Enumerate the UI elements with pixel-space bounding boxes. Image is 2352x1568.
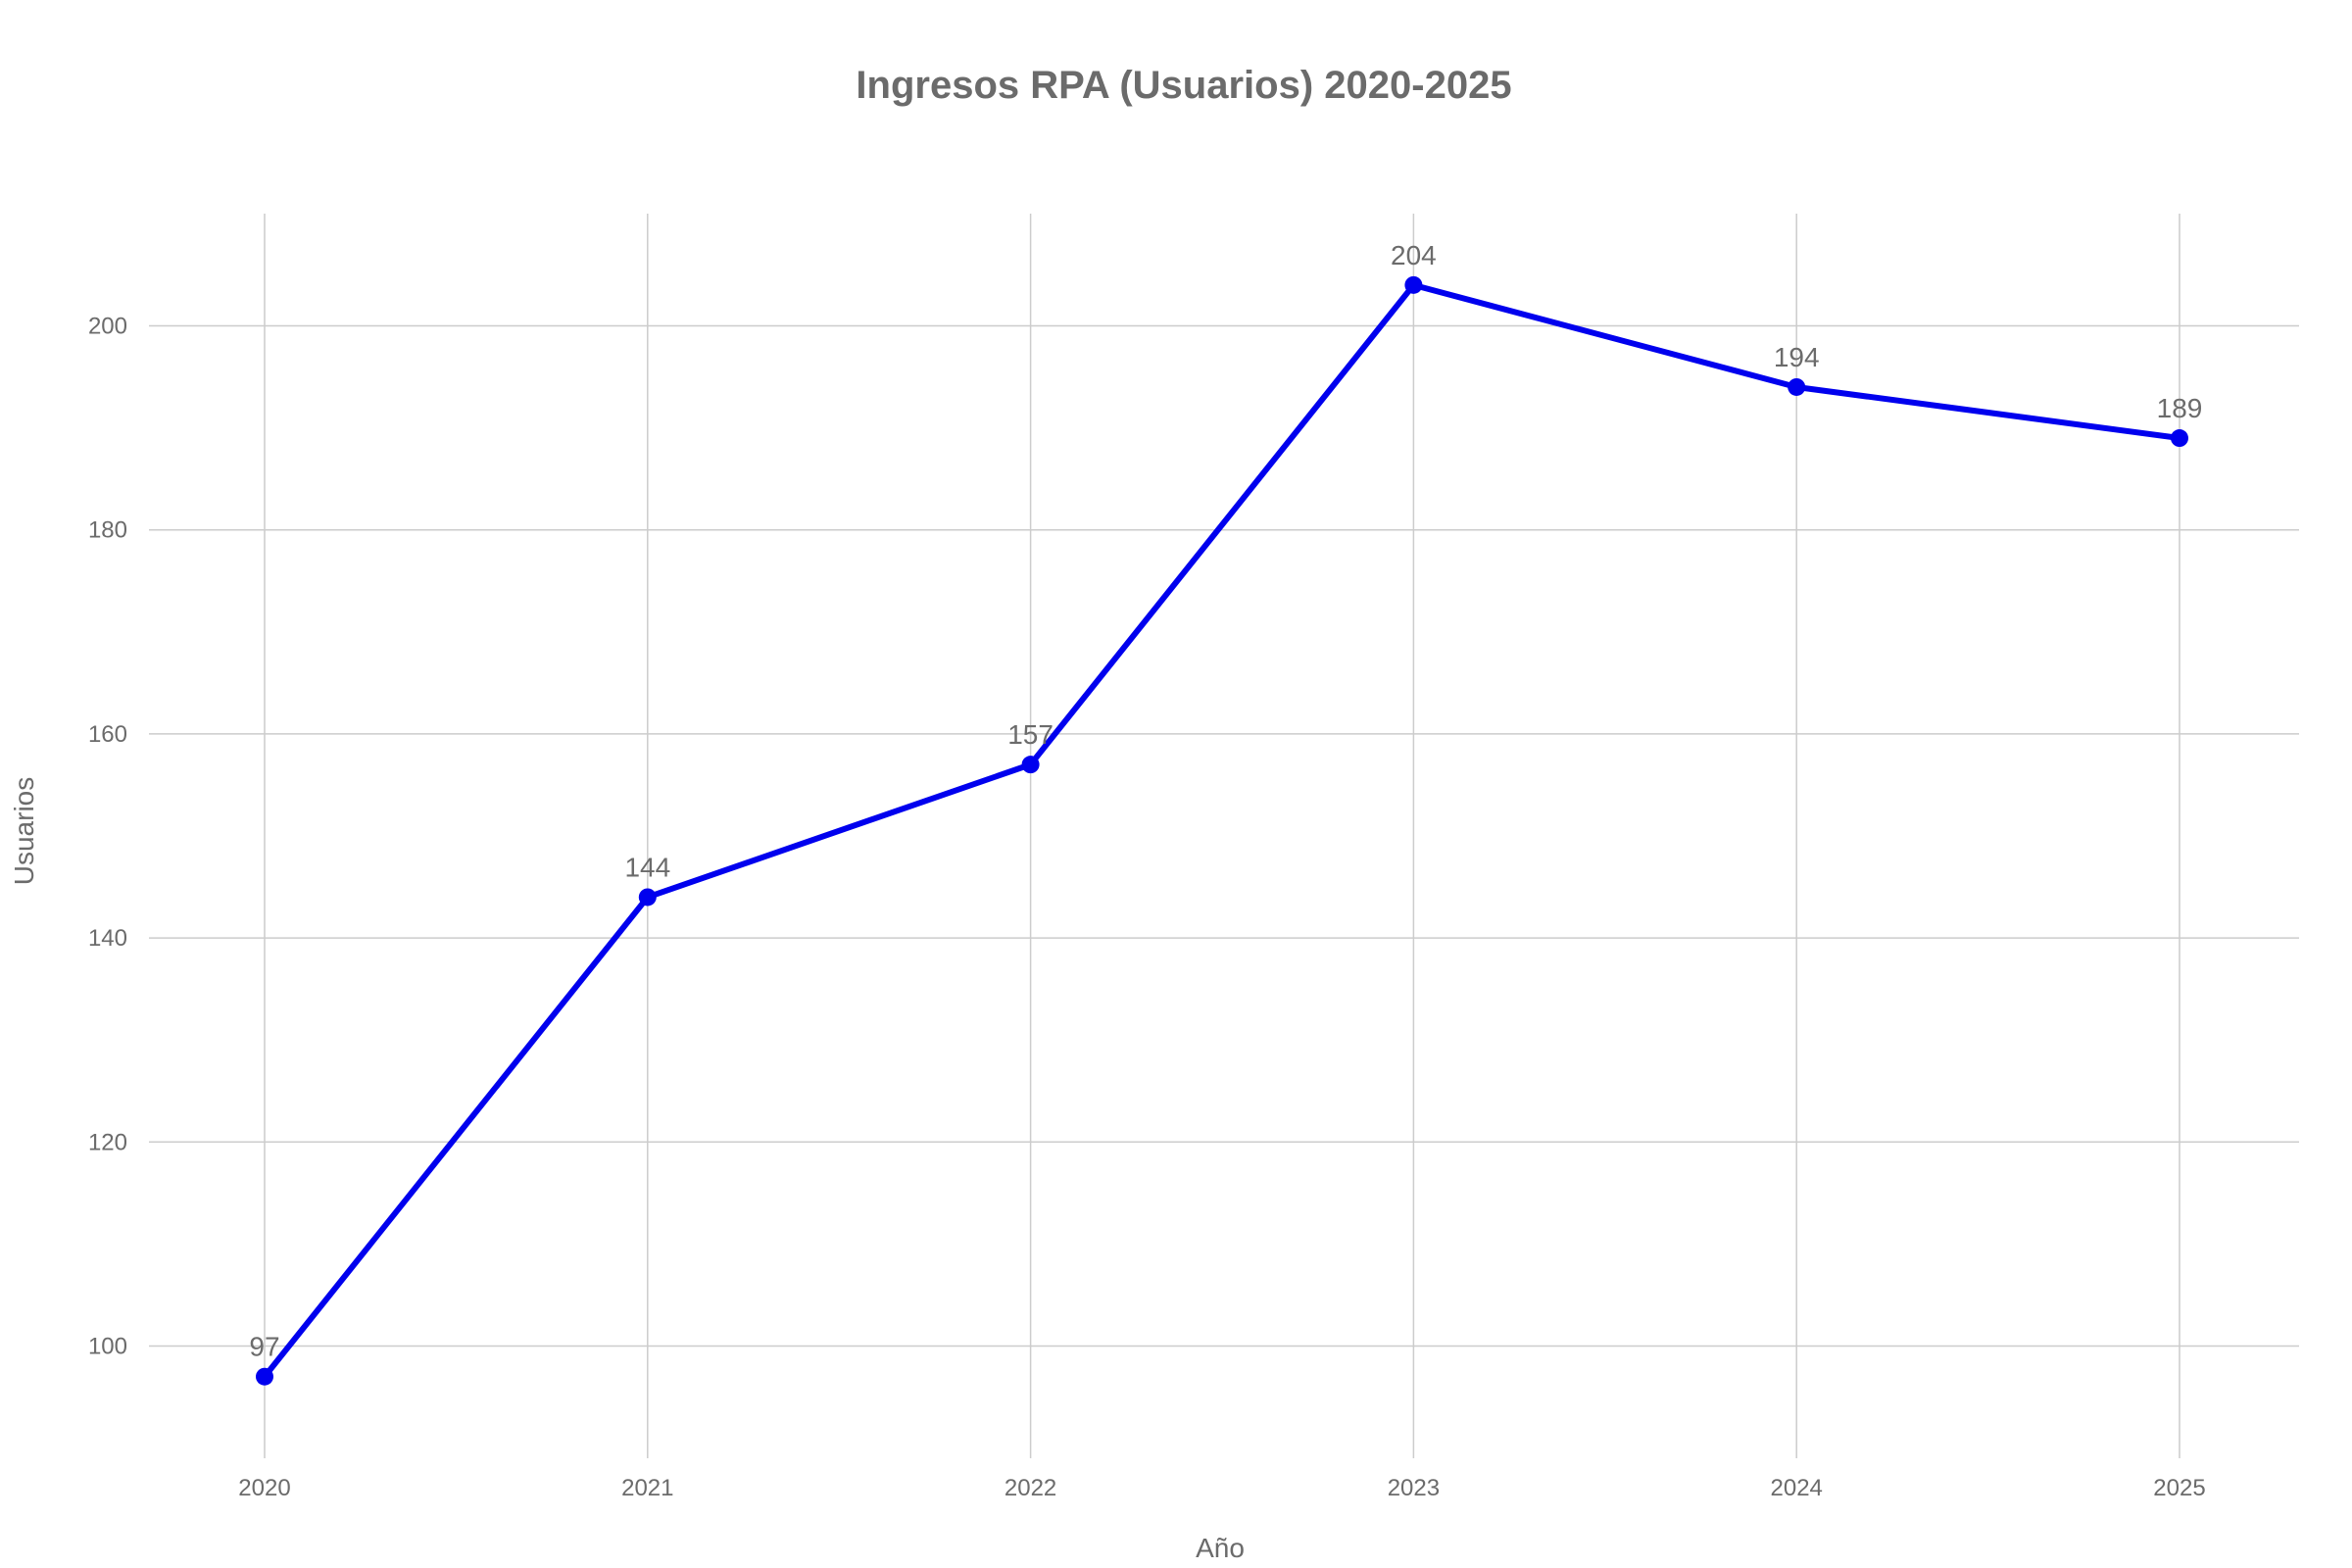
x-grid — [264, 214, 2180, 1458]
data-label: 204 — [1391, 240, 1437, 270]
chart-title: Ingresos RPA (Usuarios) 2020-2025 — [856, 64, 1511, 107]
y-tick-label: 140 — [88, 925, 127, 952]
data-label: 144 — [624, 852, 670, 882]
y-tick-label: 180 — [88, 517, 127, 544]
series-group — [256, 275, 2188, 1386]
data-labels: 97 144 157 204 194 189 — [249, 240, 2202, 1362]
data-label: 189 — [2157, 393, 2203, 423]
x-tick-label: 2025 — [2153, 1475, 2205, 1501]
data-point[interactable] — [1021, 756, 1040, 774]
data-point[interactable] — [1788, 377, 1806, 396]
y-tick-label: 120 — [88, 1129, 127, 1155]
data-point[interactable] — [1404, 275, 1423, 294]
y-grid — [149, 324, 2299, 1348]
data-label: 194 — [1774, 342, 1820, 372]
data-point[interactable] — [256, 1367, 273, 1386]
x-tick-label: 2020 — [238, 1475, 290, 1501]
x-tick-label: 2022 — [1004, 1475, 1056, 1501]
y-tick-label: 160 — [88, 721, 127, 748]
y-tick-label: 100 — [88, 1333, 127, 1359]
data-label: 157 — [1007, 719, 1054, 750]
x-tick-label: 2021 — [621, 1475, 673, 1501]
data-point[interactable] — [638, 888, 657, 906]
x-tick-label: 2024 — [1771, 1475, 1823, 1501]
y-tick-label: 200 — [88, 314, 127, 340]
x-tick-label: 2023 — [1388, 1475, 1440, 1501]
y-axis-title: Usuarios — [9, 777, 39, 885]
data-point[interactable] — [2171, 429, 2188, 448]
x-tick-labels: 2020 2021 2022 2023 2024 2025 — [238, 1475, 2205, 1501]
series-line — [262, 281, 2182, 1380]
y-tick-labels: 100 120 140 160 180 200 — [88, 314, 127, 1360]
x-axis-title: Año — [1196, 1533, 1245, 1563]
data-label: 97 — [249, 1332, 279, 1362]
